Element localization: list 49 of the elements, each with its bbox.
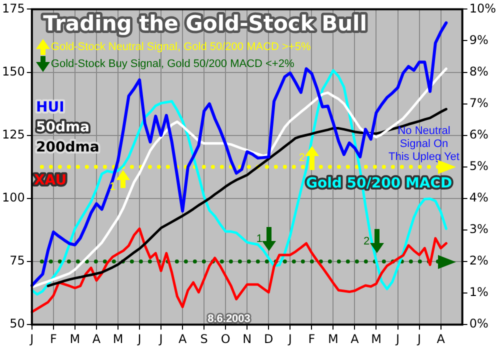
text: HUI [36, 100, 64, 116]
x-tick-label: N [242, 332, 252, 346]
y-tick-label: 75 [10, 254, 25, 268]
y2-tick-label: 3% [469, 222, 488, 236]
x-tick-label: J [287, 332, 292, 346]
x-tick-label: O [220, 332, 230, 346]
text: 200dma [36, 140, 100, 156]
annotation: No Neutral Signal On This Upleg Yet [388, 125, 460, 164]
x-tick-label: J [158, 332, 163, 346]
annotation: 8.6.2003 [208, 313, 250, 326]
y2-tick-label: 1% [469, 285, 488, 300]
x-tick-label: J [394, 332, 400, 346]
y2-tick-label: 8% [469, 64, 488, 78]
y-tick-label: 125 [2, 127, 25, 142]
y2-tick-label: 9% [469, 32, 488, 47]
x-tick-label: M [70, 332, 80, 346]
x-tick-label: M [371, 332, 382, 346]
x-tick-label: A [436, 332, 446, 346]
y-tick-label: 150 [2, 64, 25, 78]
y2-tick-label: 10% [469, 1, 496, 16]
annotation: 2 [298, 152, 306, 164]
x-tick-label: J [29, 332, 34, 346]
y2-tick-label: 5% [469, 159, 488, 174]
x-tick-label: M [112, 332, 124, 346]
x-tick-label: F [308, 332, 316, 346]
x-tick-label: A [178, 332, 188, 346]
text: XAU [34, 172, 67, 189]
annotation: 2 [363, 235, 370, 248]
x-tick-label: F [50, 332, 57, 346]
y2-tick-label: 4% [469, 190, 488, 205]
text: 50dma [36, 120, 90, 136]
x-tick-label: J [136, 332, 142, 346]
legend-label: Gold-Stock Neutral Signal, Gold 50/200 MACD >+5% [50, 41, 311, 54]
x-tick-label: D [264, 332, 274, 346]
x-tick-label: A [350, 332, 360, 346]
chart-title: Trading the Gold-Stock Bull [43, 12, 367, 36]
annotation: 1 [256, 232, 263, 245]
x-tick-label: S [200, 332, 208, 346]
y-tick-label: 100 [2, 190, 25, 205]
x-tick-label: A [92, 332, 102, 346]
y2-tick-label: 7% [469, 96, 488, 110]
x-tick-label: M [328, 332, 338, 346]
x-tick-label: J [416, 332, 422, 346]
y-tick-label: 50 [10, 316, 25, 331]
y2-tick-label: 2% [469, 254, 488, 268]
y2-tick-label: 6% [469, 127, 488, 142]
y2-tick-label: 0% [469, 316, 488, 331]
y-tick-label: 175 [2, 1, 25, 16]
legend-label: Gold-Stock Buy Signal, Gold 50/200 MACD <+2% [50, 58, 294, 70]
